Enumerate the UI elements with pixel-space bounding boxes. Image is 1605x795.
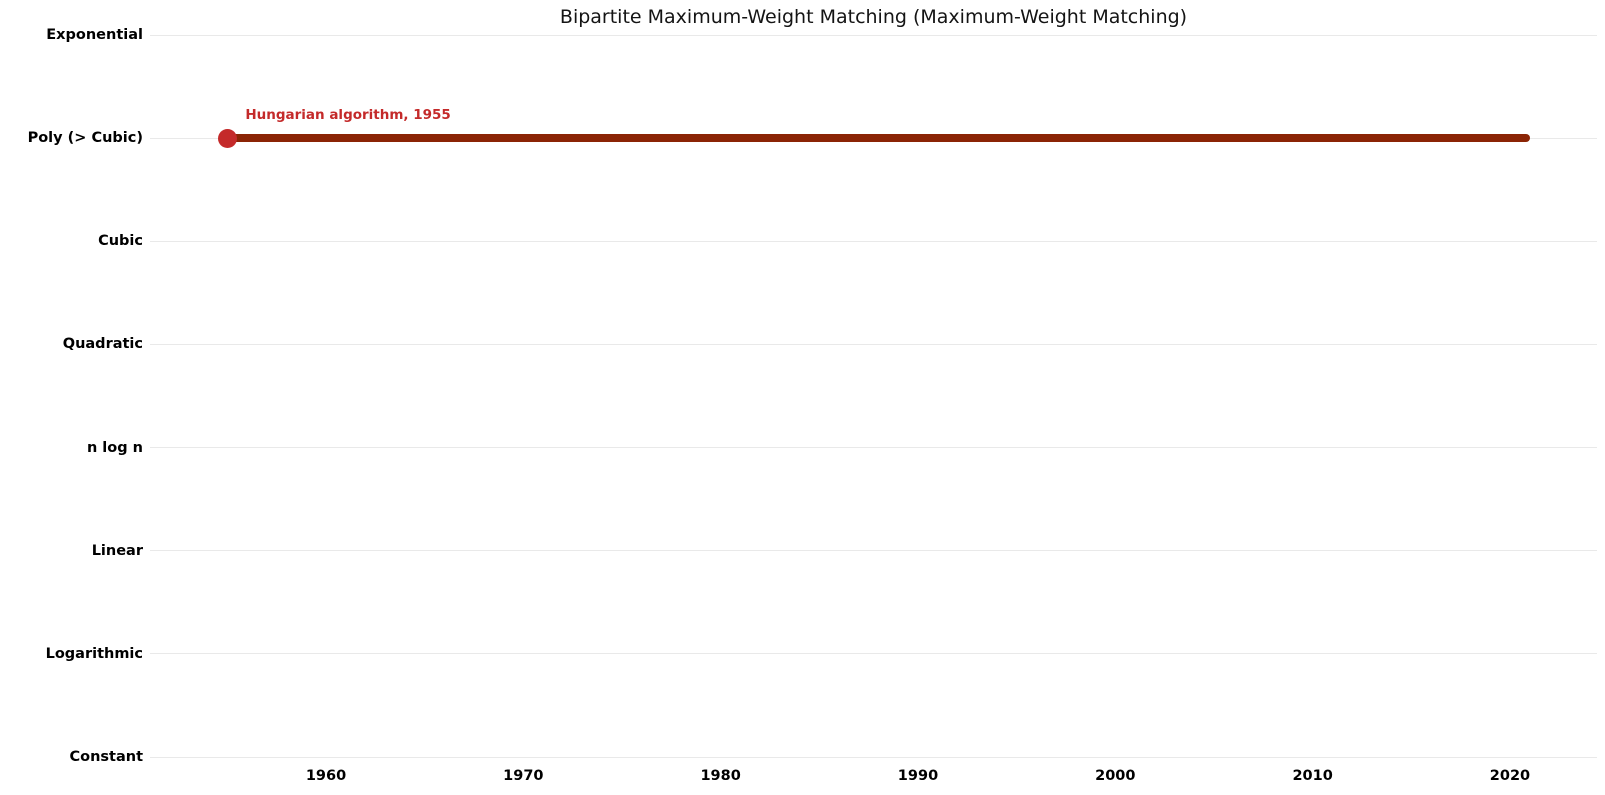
y-axis-tick-label: Constant xyxy=(69,749,143,766)
y-axis-tick-label: Linear xyxy=(91,542,143,559)
chart-title: Bipartite Maximum-Weight Matching (Maxim… xyxy=(559,6,1188,28)
x-axis-tick-label: 2020 xyxy=(1489,768,1531,784)
y-axis-tick-label: Cubic xyxy=(98,233,143,250)
y-axis-tick-label: Quadratic xyxy=(62,336,143,353)
x-axis-tick-label: 1970 xyxy=(503,768,544,784)
y-gridline xyxy=(150,34,1597,36)
y-gridline xyxy=(150,550,1597,552)
series-start-marker xyxy=(217,128,237,148)
series-annotation-label: Hungarian algorithm, 1955 xyxy=(245,107,451,124)
series-timeline-line xyxy=(227,134,1530,143)
y-axis-tick-label: n log n xyxy=(86,439,143,456)
y-gridline xyxy=(150,653,1597,655)
y-gridline xyxy=(150,240,1597,242)
x-axis-tick-label: 2010 xyxy=(1292,768,1333,784)
y-gridline xyxy=(150,756,1597,758)
y-axis-tick-label: Poly (> Cubic) xyxy=(27,130,143,147)
x-axis-tick-label: 1990 xyxy=(897,768,939,784)
x-axis-tick-label: 1980 xyxy=(700,768,741,784)
x-axis-tick-label: 1960 xyxy=(305,768,347,784)
y-gridline xyxy=(150,343,1597,345)
y-gridline xyxy=(150,447,1597,449)
x-axis-tick-label: 2000 xyxy=(1095,768,1136,784)
y-axis-tick-label: Logarithmic xyxy=(45,645,143,662)
y-axis-tick-label: Exponential xyxy=(46,27,143,43)
